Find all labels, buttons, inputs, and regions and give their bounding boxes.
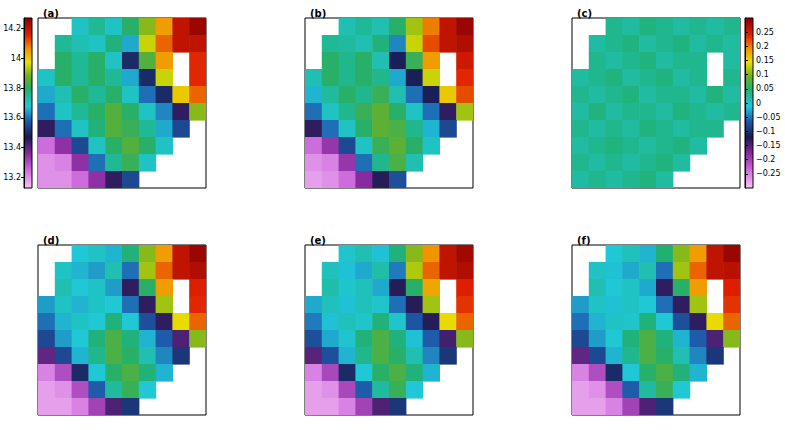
svg-text:0.2: 0.2: [756, 42, 769, 51]
svg-text:(a): (a): [43, 8, 59, 19]
svg-text:(e): (e): [310, 235, 326, 246]
svg-text:(d): (d): [43, 235, 59, 246]
svg-text:0.25: 0.25: [756, 28, 774, 37]
svg-text:14: 14: [11, 54, 21, 63]
svg-text:13.2: 13.2: [3, 173, 21, 182]
svg-text:14.2: 14.2: [3, 24, 21, 33]
svg-text:0.1: 0.1: [756, 70, 769, 79]
svg-text:13.4: 13.4: [3, 143, 21, 152]
svg-text:0.05: 0.05: [756, 84, 774, 93]
svg-text:(c): (c): [577, 8, 592, 19]
svg-text:0.15: 0.15: [756, 56, 774, 65]
svg-text:−0.1: −0.1: [756, 127, 775, 136]
svg-text:−0.05: −0.05: [756, 113, 781, 122]
svg-text:0: 0: [756, 99, 761, 108]
svg-text:−0.25: −0.25: [756, 169, 781, 178]
svg-text:13.8: 13.8: [3, 84, 21, 93]
svg-text:−0.15: −0.15: [756, 141, 781, 150]
svg-text:(b): (b): [310, 8, 326, 19]
svg-text:(f): (f): [577, 235, 591, 246]
svg-text:13.6: 13.6: [3, 113, 21, 122]
svg-text:−0.2: −0.2: [756, 155, 775, 164]
